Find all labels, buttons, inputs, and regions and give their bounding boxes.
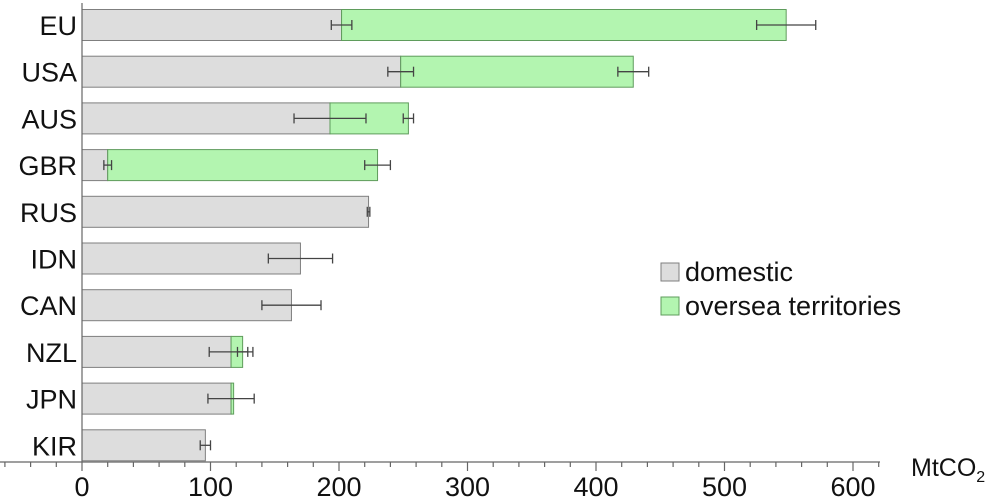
category-label-kir: KIR (32, 431, 77, 461)
bar-domestic-aus (81, 102, 331, 135)
category-label-eu: EU (39, 11, 77, 41)
bar-domestic-usa (81, 55, 402, 88)
bar-oversea-usa (400, 55, 634, 88)
legend-swatch-oversea (660, 296, 680, 316)
x-tick-label-200: 200 (316, 472, 361, 499)
category-label-usa: USA (21, 58, 77, 88)
x-axis-unit-text: MtCO (911, 454, 976, 482)
x-tick-label-100: 100 (188, 472, 233, 499)
error-bar-oversea-eu (755, 20, 817, 30)
x-tick-label-600: 600 (830, 472, 875, 499)
error-bar-domestic-gbr (103, 160, 113, 171)
x-tick-label-0: 0 (74, 472, 89, 499)
category-label-jpn: JPN (26, 385, 77, 415)
x-tick-label-300: 300 (445, 472, 490, 499)
x-axis-unit-subscript: 2 (976, 469, 985, 486)
error-bar-domestic-aus (293, 113, 367, 124)
legend-label-oversea: oversea territories (685, 291, 901, 321)
error-bar-domestic-idn (267, 253, 334, 264)
bar-domestic-eu (81, 9, 343, 41)
error-bar-domestic-kir (199, 440, 212, 451)
category-label-nzl: NZL (26, 338, 77, 368)
error-bar-oversea-aus (402, 113, 415, 124)
bar-domestic-can (81, 289, 292, 322)
error-bar-oversea-usa (617, 66, 650, 77)
legend: domestic oversea territories (660, 257, 901, 321)
x-axis-unit-label: MtCO2 (911, 454, 985, 486)
category-label-gbr: GBR (18, 151, 77, 181)
x-ticks: 0 100 200 300 400 500 600 (4, 462, 880, 499)
x-tick-label-400: 400 (573, 472, 618, 499)
error-bar-oversea-gbr (364, 160, 392, 171)
legend-label-domestic: domestic (685, 257, 793, 287)
bar-domestic-rus (81, 195, 370, 228)
legend-swatch-domestic (660, 262, 680, 282)
bar-domestic-kir (81, 429, 206, 462)
bar-domestic-jpn (81, 382, 232, 415)
error-bar-domestic-rus (366, 206, 371, 217)
category-label-rus: RUS (20, 198, 77, 228)
error-bar-domestic-jpn (207, 393, 255, 404)
error-bar-domestic-usa (387, 66, 415, 77)
category-labels: EU USA AUS GBR RUS IDN CAN NZL JPN KIR (18, 11, 77, 461)
error-bar-domestic-eu (330, 20, 353, 30)
error-bar-oversea-nzl (236, 346, 249, 357)
x-tick-label-500: 500 (702, 472, 747, 499)
bar-oversea-gbr (107, 149, 379, 182)
bar-domestic-idn (81, 242, 301, 275)
bar-oversea-eu (341, 9, 787, 41)
error-bars-group (103, 20, 817, 451)
category-label-aus: AUS (21, 104, 77, 134)
bars-group (81, 9, 787, 462)
category-label-idn: IDN (31, 245, 78, 275)
category-label-can: CAN (20, 291, 77, 321)
error-bar-domestic-can (261, 300, 322, 311)
